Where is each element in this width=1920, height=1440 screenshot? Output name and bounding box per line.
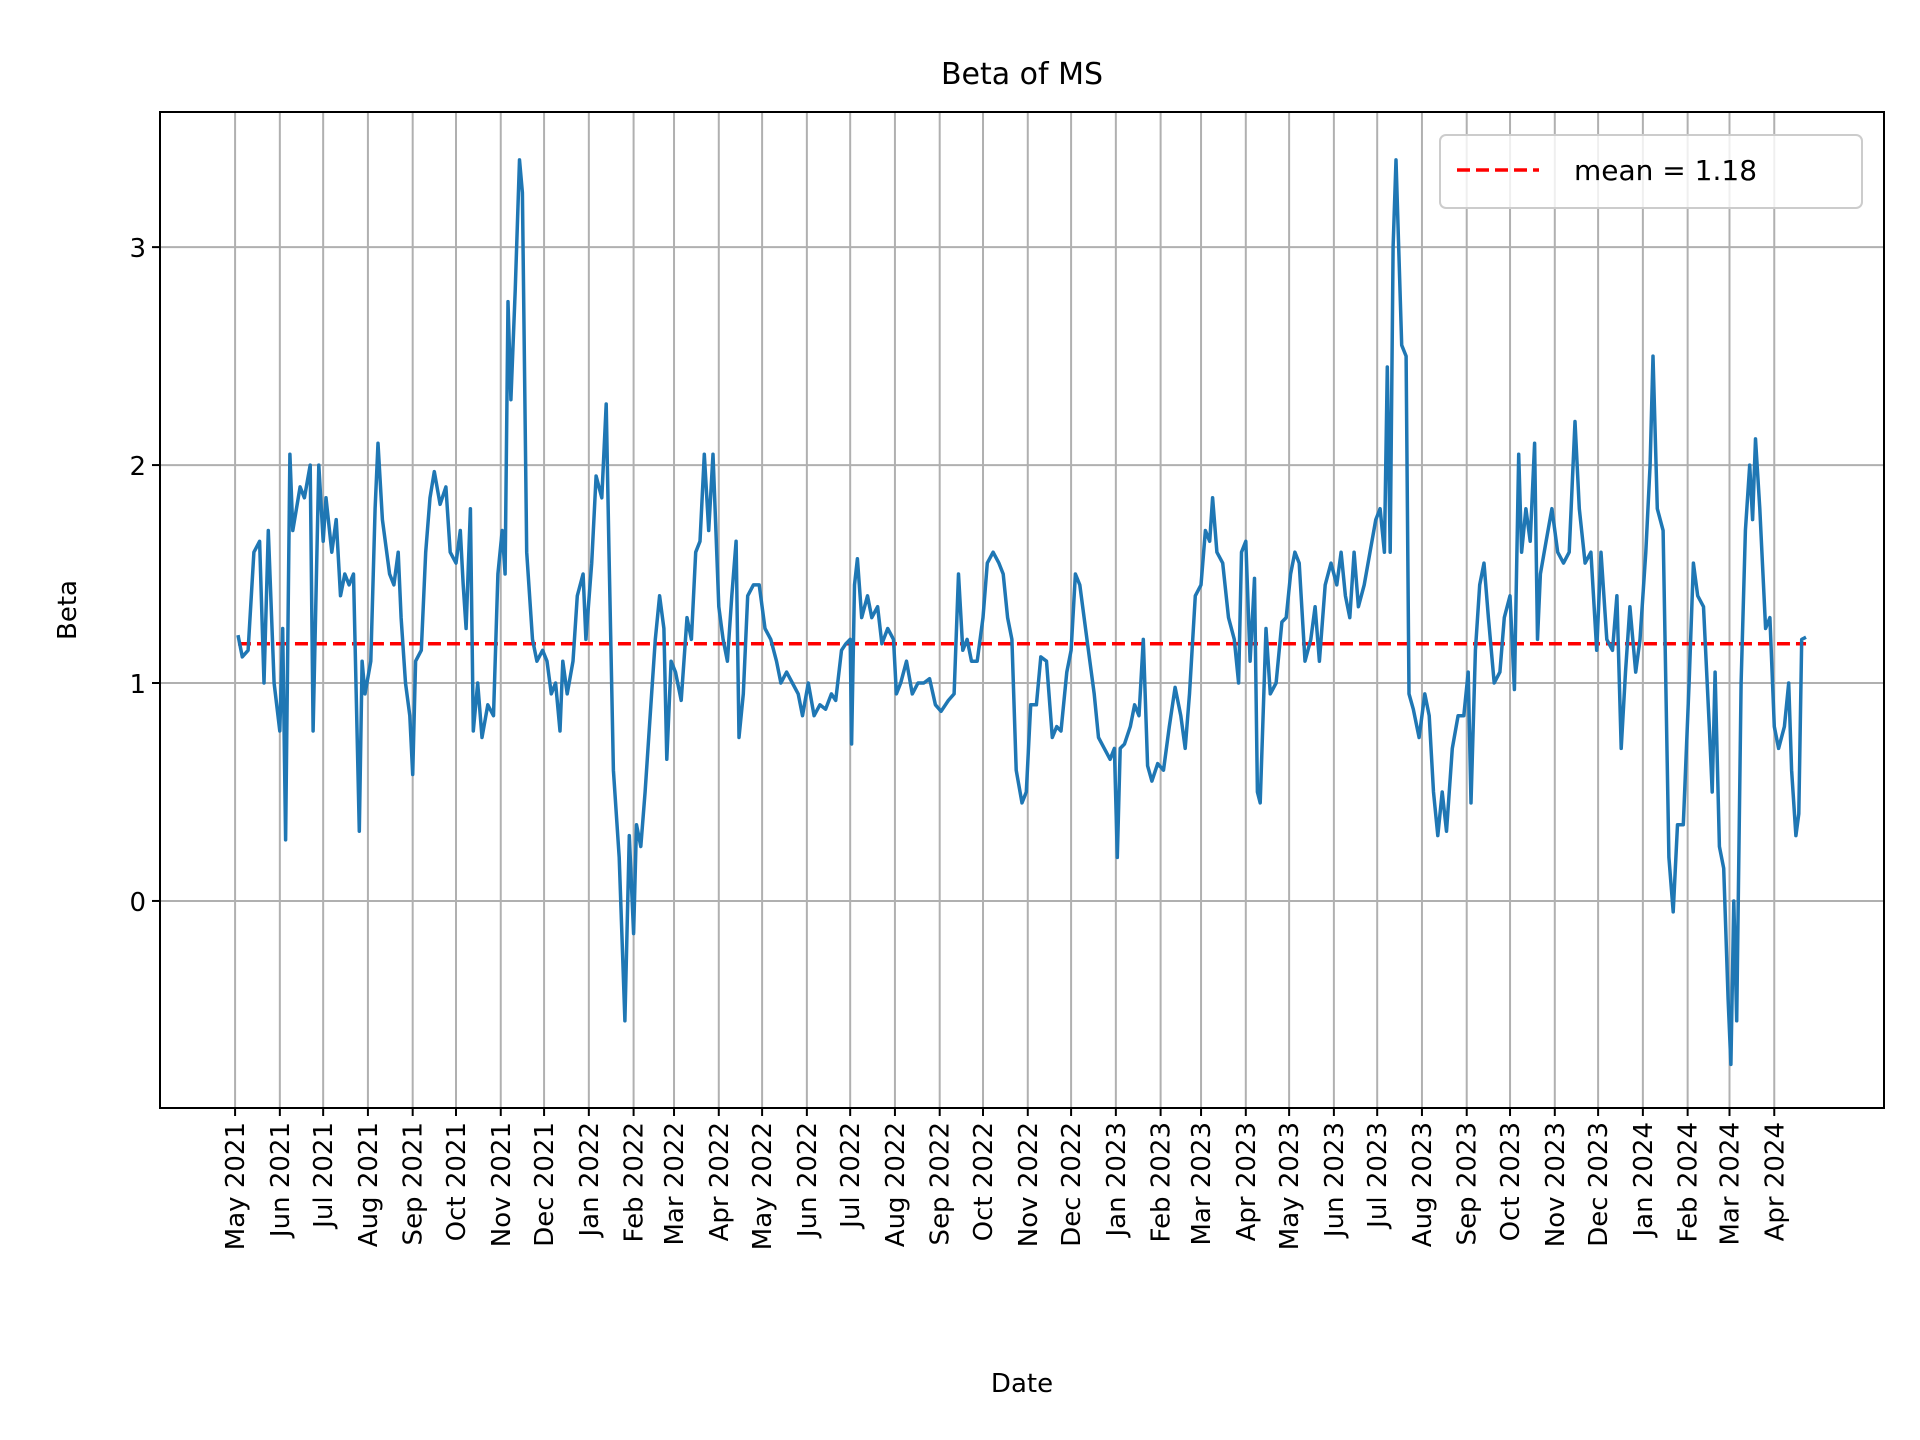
y-ticks: 0 1 2 3 [129, 234, 160, 918]
x-tick-label: Aug 2022 [881, 1122, 911, 1247]
x-tick-label: May 2021 [221, 1122, 251, 1250]
x-tick-label: Jul 2023 [1363, 1122, 1393, 1230]
y-tick-label: 1 [129, 670, 146, 700]
x-tick-label: Feb 2023 [1147, 1122, 1177, 1242]
y-axis-label: Beta [53, 580, 83, 640]
x-tick-label: Mar 2022 [660, 1122, 690, 1246]
x-tick-label: Mar 2023 [1187, 1122, 1217, 1246]
x-tick-label: Dec 2022 [1057, 1122, 1087, 1247]
x-axis-label: Date [991, 1369, 1053, 1399]
y-tick-label: 3 [129, 234, 146, 264]
x-tick-label: Jun 2023 [1320, 1122, 1350, 1239]
y-tick-label: 0 [129, 888, 146, 918]
x-tick-label: Jun 2021 [266, 1122, 296, 1239]
legend: mean = 1.18 [1439, 134, 1863, 209]
x-tick-label: Sep 2021 [399, 1122, 429, 1245]
x-tick-label: Aug 2023 [1408, 1122, 1438, 1247]
x-tick-label: Oct 2021 [442, 1122, 472, 1241]
legend-mean-label: mean = 1.18 [1574, 154, 1757, 187]
x-tick-label: Jul 2021 [309, 1122, 339, 1230]
x-tick-label: Nov 2021 [487, 1122, 517, 1247]
x-ticks: May 2021 Jun 2021 Jul 2021 Aug 2021 Sep 2021… [221, 1108, 1790, 1250]
x-tick-label: Jan 2023 [1102, 1122, 1132, 1239]
x-tick-label: May 2023 [1275, 1122, 1305, 1250]
beta-series-line [236, 158, 1807, 1067]
x-tick-label: Apr 2022 [705, 1122, 735, 1241]
x-tick-label: Jan 2022 [575, 1122, 605, 1239]
x-tick-label: Feb 2022 [620, 1122, 650, 1242]
x-tick-label: Jun 2022 [793, 1122, 823, 1239]
x-tick-label: Mar 2024 [1716, 1122, 1746, 1246]
x-tick-label: Apr 2023 [1232, 1122, 1262, 1241]
x-tick-label: Nov 2023 [1541, 1122, 1571, 1247]
y-tick-label: 2 [129, 452, 146, 482]
x-tick-label: Jan 2024 [1629, 1122, 1659, 1239]
x-tick-label: Dec 2023 [1584, 1122, 1614, 1247]
x-tick-label: Oct 2022 [969, 1122, 999, 1241]
x-tick-label: Aug 2021 [354, 1122, 384, 1247]
x-tick-label: Feb 2024 [1674, 1122, 1704, 1242]
x-tick-label: May 2022 [748, 1122, 778, 1250]
x-tick-label: Apr 2024 [1760, 1122, 1790, 1241]
x-tick-label: Nov 2022 [1014, 1122, 1044, 1247]
x-tick-label: Jul 2022 [836, 1122, 866, 1230]
x-tick-label: Sep 2023 [1453, 1122, 1483, 1245]
chart-title: Beta of MS [941, 57, 1103, 92]
series-group [236, 158, 1807, 1067]
x-tick-label: Dec 2021 [530, 1122, 560, 1247]
x-tick-label: Sep 2022 [926, 1122, 956, 1245]
legend-box [1439, 134, 1863, 209]
x-tick-label: Oct 2023 [1496, 1122, 1526, 1241]
axes-frame [159, 111, 1885, 1109]
